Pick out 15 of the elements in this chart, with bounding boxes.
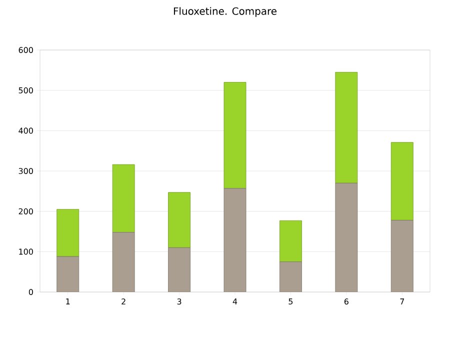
- bar: [56, 256, 80, 292]
- bar: [390, 142, 414, 220]
- bar: [112, 164, 135, 233]
- bar: [168, 192, 190, 248]
- bar: [224, 188, 246, 292]
- chart-title: Fluoxetine. Compare: [174, 7, 277, 17]
- bar: [280, 262, 302, 292]
- bar: [280, 220, 302, 262]
- bar: [335, 182, 358, 292]
- bar: [168, 247, 190, 292]
- bar: [224, 82, 246, 189]
- bar: [390, 220, 414, 292]
- bar: [335, 72, 358, 184]
- bar: [112, 232, 135, 292]
- bar: [56, 209, 80, 257]
